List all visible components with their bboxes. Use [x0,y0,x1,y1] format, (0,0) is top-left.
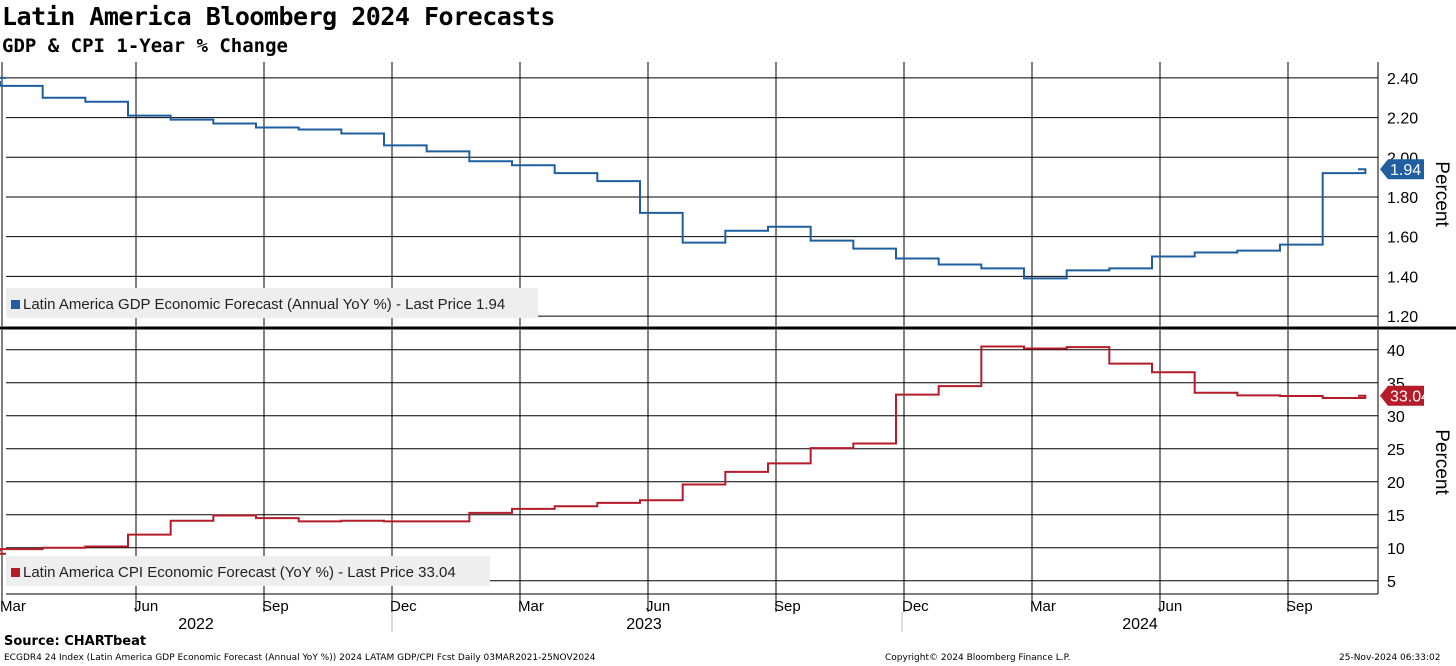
x-tick-label: Dec [390,598,417,615]
x-year-label: 2023 [626,616,662,632]
gdp-ytick-label: 2.20 [1387,111,1418,128]
cpi-last-value-tag [1380,385,1424,406]
gdp-last-value-label: 1.94 [1390,162,1421,179]
chart-subtitle: GDP & CPI 1-Year % Change [2,35,288,57]
x-year-label: 2022 [178,616,214,632]
gdp-legend-swatch [11,300,20,309]
x-tick-label: Jun [134,598,158,615]
cpi-ytick-label: 30 [1387,409,1405,426]
x-tick-label: Sep [1286,598,1313,615]
cpi-series-line [0,345,1367,555]
cpi-y-axis-label: Percent [1431,429,1452,495]
gdp-last-value-tag [1380,159,1424,180]
x-tick-label: Jun [646,598,670,615]
x-year-label: 2024 [1122,616,1158,632]
cpi-ytick-label: 15 [1387,508,1405,525]
x-tick-label: Jun [1158,598,1182,615]
gdp-ytick-label: 1.40 [1387,269,1418,286]
x-tick-label: Dec [902,598,929,615]
x-tick-label: Mar [518,598,544,615]
gdp-ytick-label: 1.20 [1387,309,1418,326]
source-note: Source: CHARTbeat [4,634,147,649]
cpi-ytick-label: 5 [1387,574,1396,591]
gdp-legend-text: Latin America GDP Economic Forecast (Ann… [23,296,505,313]
x-tick-label: Mar [1030,598,1056,615]
gdp-legend-box [6,288,538,318]
gdp-y-axis-label: Percent [1431,161,1452,227]
cpi-ytick-label: 20 [1387,475,1405,492]
x-tick-label: Mar [0,598,26,615]
gdp-series-line [0,76,1367,280]
cpi-ytick-label: 25 [1387,442,1405,459]
chart-title: Latin America Bloomberg 2024 Forecasts [2,2,555,31]
x-tick-label: Sep [262,598,289,615]
x-tick-label: Sep [774,598,801,615]
cpi-ytick-label: 10 [1387,541,1405,558]
cpi-legend-box [6,556,490,586]
gdp-ytick-label: 2.40 [1387,71,1418,88]
chart-area: 1.201.401.601.802.002.202.401.94 PercentL… [0,62,1456,632]
cpi-legend-text: Latin America CPI Economic Forecast (YoY… [23,564,456,581]
footer-copyright: Copyright© 2024 Bloomberg Finance L.P. [885,653,1071,663]
footer-index-info: ECGDR4 24 Index (Latin America GDP Econo… [4,653,596,663]
cpi-legend-swatch [11,568,20,577]
cpi-ytick-label: 40 [1387,343,1405,360]
footer-timestamp: 25-Nov-2024 06:33:02 [1339,653,1441,663]
gdp-ytick-label: 1.60 [1387,230,1418,247]
gdp-ytick-label: 1.80 [1387,190,1418,207]
cpi-last-value-label: 33.04 [1390,389,1430,406]
